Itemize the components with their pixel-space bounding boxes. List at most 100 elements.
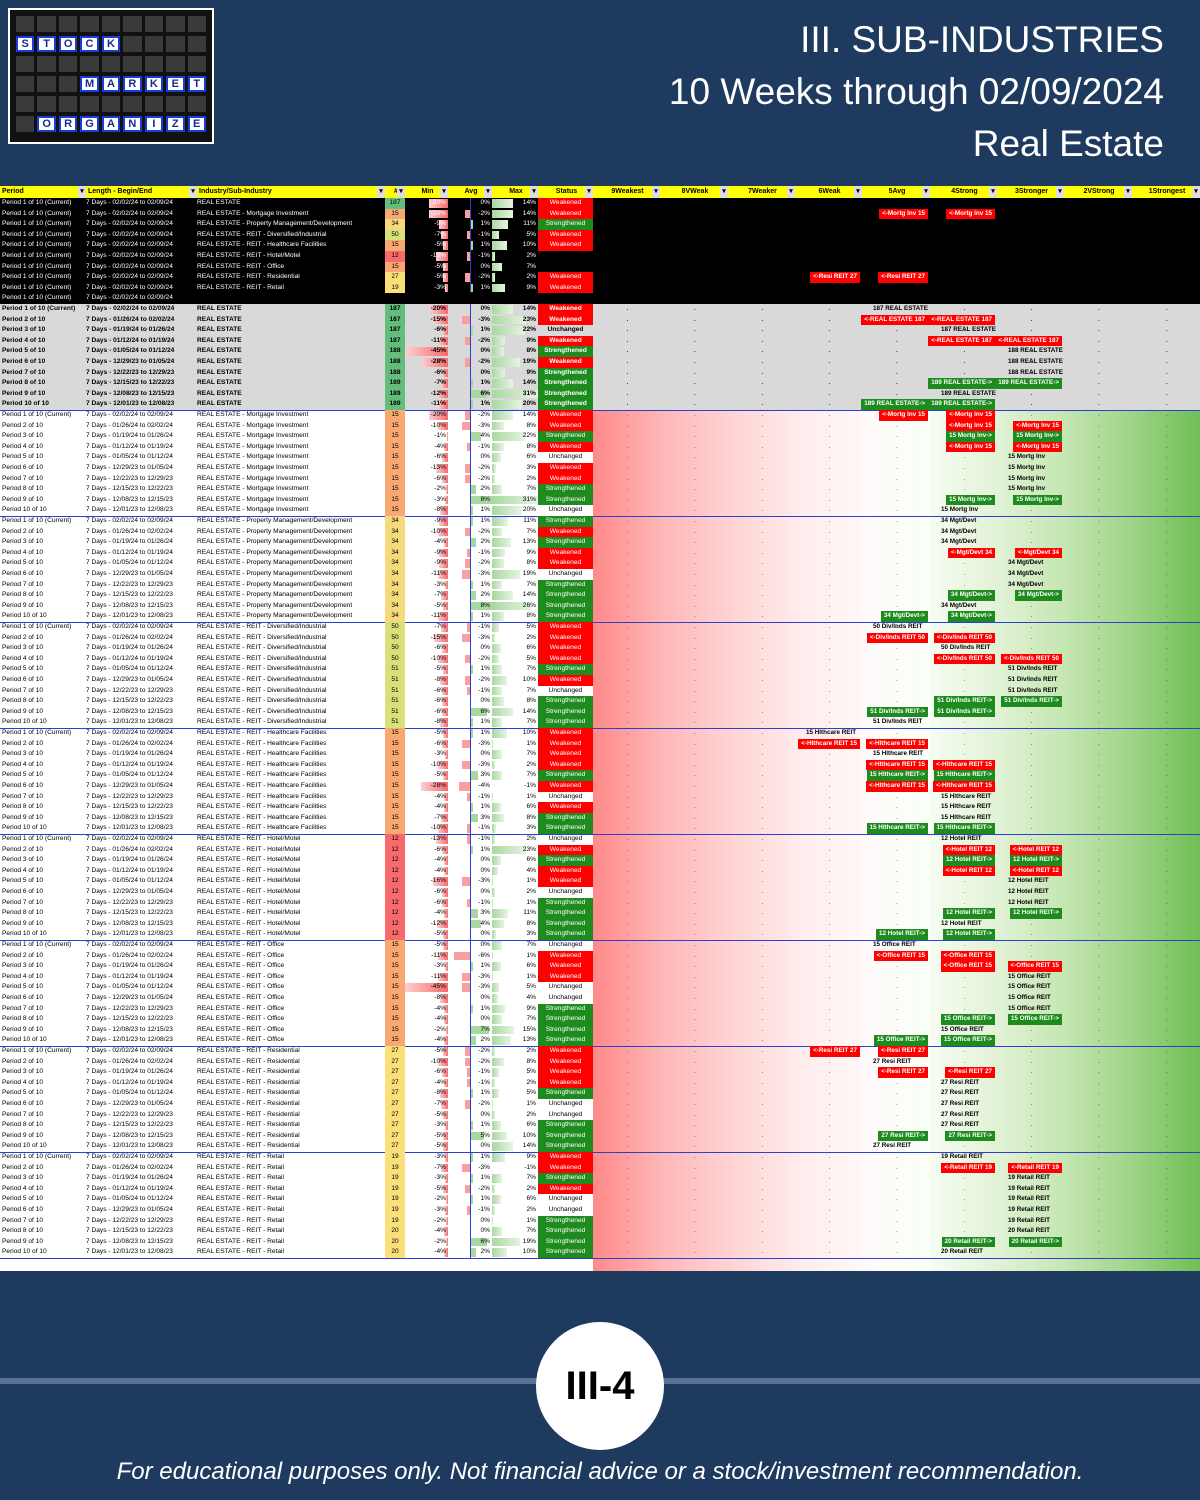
avg-databar xyxy=(470,962,473,971)
avg-cell: 0% xyxy=(448,887,492,898)
cell-text: Period 1 of 10 (Current) xyxy=(2,262,72,270)
column-header[interactable]: Status xyxy=(540,186,593,198)
cell-text: 6% xyxy=(526,962,536,970)
min-cell: -5% xyxy=(405,940,448,951)
column-header[interactable]: 4Strong xyxy=(932,186,997,198)
zone-label: 189 REAL ESTATE xyxy=(941,389,996,397)
column-header[interactable]: 3Stronger xyxy=(999,186,1064,198)
cell-text: -2% xyxy=(434,1195,446,1203)
min-cell: -6% xyxy=(405,707,448,718)
max-databar xyxy=(492,739,494,749)
cell-text: Period 2 of 10 xyxy=(2,739,44,747)
cell-text: Period 1 of 10 (Current) xyxy=(2,199,72,206)
column-header[interactable]: 7Weaker xyxy=(730,186,795,198)
empty-zone-marker: . xyxy=(626,1078,629,1086)
empty-zone-marker: . xyxy=(896,1089,898,1097)
column-header[interactable]: 8VWeak xyxy=(662,186,728,198)
cell-text: REAL ESTATE - REIT - Healthcare Faciliti… xyxy=(197,803,327,811)
cell-text: Weakened xyxy=(549,1153,582,1160)
max-databar xyxy=(492,453,501,462)
column-header[interactable]: 6Weak xyxy=(797,186,862,198)
cell-text: REAL ESTATE - REIT - Diversified/Industr… xyxy=(197,633,327,641)
empty-zone-marker: . xyxy=(828,389,831,397)
count-cell: 15 xyxy=(385,505,405,516)
column-header[interactable]: 5Avg xyxy=(864,186,930,198)
column-header[interactable]: # xyxy=(387,186,405,198)
zone-label: 15 Office REIT xyxy=(1008,983,1051,991)
empty-zone-marker: . xyxy=(828,1153,831,1160)
empty-zone-marker: . xyxy=(828,909,831,917)
cell-text: REAL ESTATE - REIT - Office xyxy=(197,262,285,270)
max-cell: 10% xyxy=(492,1131,538,1142)
avg-cell: 1% xyxy=(448,1194,492,1205)
cell-text: 11% xyxy=(523,517,536,524)
empty-zone-marker: . xyxy=(1166,262,1168,270)
cell-text: 51 xyxy=(391,665,399,673)
cell-text: 7% xyxy=(526,718,536,726)
empty-zone-marker: . xyxy=(1030,633,1033,641)
table-row: Period 9 of 10 7 Days - 12/08/23 to 12/15… xyxy=(0,1024,1200,1036)
empty-zone-marker: . xyxy=(1098,697,1100,705)
empty-zone-marker: . xyxy=(761,305,764,312)
period-cell: Period 2 of 10 xyxy=(0,951,86,962)
empty-zone-marker: . xyxy=(896,283,898,291)
cell-text: REAL ESTATE xyxy=(197,389,242,397)
avg-cell: 0% xyxy=(448,696,492,707)
length-cell: 7 Days - 02/02/24 to 02/09/24 xyxy=(86,230,197,241)
cell-text: Strengthened xyxy=(545,1248,586,1256)
cell-text: REAL ESTATE - REIT - Office xyxy=(197,951,285,959)
column-header[interactable]: Min xyxy=(407,186,448,198)
industry-cell: REAL ESTATE - REIT - Healthcare Faciliti… xyxy=(197,728,385,739)
empty-zone-marker: . xyxy=(626,1131,629,1139)
cell-text: 7 Days - 12/08/23 to 12/15/23 xyxy=(86,601,173,609)
period-cell: Period 7 of 10 xyxy=(0,580,86,591)
status-cell: Strengthened xyxy=(538,1088,593,1099)
max-cell: 8% xyxy=(492,696,538,707)
logo-tile xyxy=(144,36,164,52)
column-header[interactable]: 2VStrong xyxy=(1066,186,1132,198)
column-header[interactable]: Max xyxy=(494,186,538,198)
empty-zone-marker: . xyxy=(828,824,831,832)
cell-text: -6% xyxy=(434,644,446,652)
cell-text: Period 6 of 10 xyxy=(2,782,44,789)
max-cell: 6% xyxy=(492,1194,538,1205)
column-header[interactable]: Length - Begin/End xyxy=(88,186,197,198)
empty-zone-marker: . xyxy=(1166,358,1168,365)
cell-text: REAL ESTATE - REIT - Healthcare Faciliti… xyxy=(197,792,327,800)
count-cell: 15 xyxy=(385,261,405,273)
empty-zone-marker: . xyxy=(1030,1004,1033,1012)
length-cell: 7 Days - 02/02/24 to 02/09/24 xyxy=(86,1046,197,1057)
length-cell: 7 Days - 01/12/24 to 01/19/24 xyxy=(86,336,197,347)
spreadsheet: PeriodLength - Begin/EndIndustry/Sub-Ind… xyxy=(0,186,1200,1271)
avg-axis xyxy=(470,1183,471,1195)
column-header[interactable]: Avg xyxy=(450,186,492,198)
cell-text: Unchanged xyxy=(548,570,583,577)
column-header[interactable]: Period xyxy=(2,186,86,198)
empty-zone-marker: . xyxy=(963,241,966,249)
count-cell: 15 xyxy=(385,463,405,474)
cell-text: 7 Days - 02/02/24 to 02/09/24 xyxy=(86,729,173,736)
logo-tile xyxy=(16,76,35,92)
column-header[interactable]: Industry/Sub-Industry xyxy=(199,186,385,198)
cell-text: Weakened xyxy=(549,464,582,471)
column-header[interactable]: 1Strongest xyxy=(1134,186,1200,198)
cell-text: 34 xyxy=(391,220,399,228)
empty-zone-marker: . xyxy=(1030,273,1033,281)
zone-label: 15 Office REIT-> xyxy=(940,1014,995,1025)
empty-zone-marker: . xyxy=(896,485,898,493)
cell-text: Period 3 of 10 xyxy=(2,1174,44,1182)
cell-text: 15 xyxy=(391,411,399,418)
cell-text: REAL ESTATE - REIT - Healthcare Faciliti… xyxy=(197,760,327,768)
avg-cell: 0% xyxy=(448,1014,492,1025)
cell-text: 3% xyxy=(526,464,536,471)
cell-text: 7 Days - 01/05/24 to 01/12/24 xyxy=(86,559,173,567)
avg-cell: 1% xyxy=(448,325,492,336)
cell-text: 8% xyxy=(526,347,536,355)
cell-text: 7 Days - 12/08/23 to 12/15/23 xyxy=(86,1237,173,1245)
table-row: Period 2 of 10 7 Days - 01/26/24 to 02/02… xyxy=(0,420,1200,432)
count-cell: 15 xyxy=(385,484,405,495)
cell-text: 1% xyxy=(480,1195,490,1203)
cell-text: Period 8 of 10 xyxy=(2,591,44,599)
cell-text: REAL ESTATE - REIT - Retail xyxy=(197,1174,284,1182)
column-header[interactable]: 9Weakest xyxy=(595,186,660,198)
